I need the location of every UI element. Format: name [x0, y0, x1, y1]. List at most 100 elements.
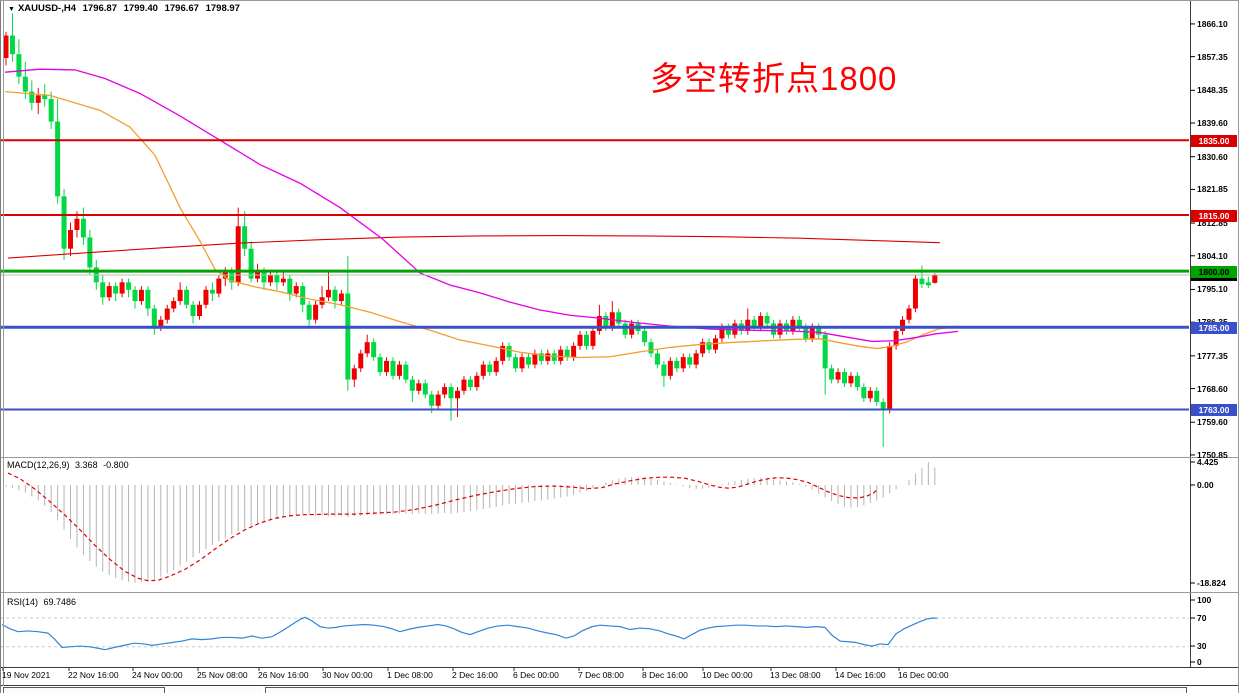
- candle-body: [274, 274, 280, 283]
- candle-body: [500, 345, 506, 361]
- candle-body: [332, 289, 338, 302]
- candle-body: [571, 345, 577, 358]
- candle-body: [209, 289, 215, 294]
- candle-body: [925, 282, 931, 286]
- macd-tick-label: 4.425: [1197, 457, 1219, 467]
- candle-body: [519, 357, 525, 369]
- candle-body: [809, 327, 815, 339]
- candle-body: [300, 286, 306, 305]
- bottom-tab-segment[interactable]: [265, 687, 1187, 693]
- candle-body: [687, 357, 693, 365]
- candle-body: [622, 323, 628, 335]
- candle-body: [442, 387, 448, 395]
- date-label: 30 Nov 00:00: [322, 670, 373, 680]
- candle-body: [803, 327, 809, 339]
- date-label: 19 Nov 2021: [2, 670, 51, 680]
- candle-body: [35, 95, 41, 103]
- candle-body: [351, 368, 357, 380]
- candle-body: [126, 282, 132, 290]
- candle-body: [22, 76, 28, 92]
- candle-body: [416, 383, 422, 391]
- candle-body: [654, 353, 660, 365]
- candle-body: [371, 342, 377, 358]
- candle-body: [461, 379, 467, 391]
- close-value: 1798.97: [205, 3, 240, 14]
- candle-body: [248, 248, 254, 279]
- candle-body: [435, 394, 441, 406]
- bottom-tab-segment[interactable]: [3, 687, 165, 693]
- candle-body: [719, 327, 725, 339]
- candle-body: [171, 301, 177, 309]
- candle-body: [642, 330, 648, 343]
- candle-body: [132, 289, 138, 302]
- candle-body: [706, 342, 712, 350]
- candle-body: [538, 353, 544, 361]
- date-label: 8 Dec 16:00: [642, 670, 688, 680]
- date-label: 7 Dec 08:00: [578, 670, 624, 680]
- candle-body: [48, 99, 54, 122]
- candle-body: [577, 334, 583, 346]
- level-price-box: 1835.00: [1191, 134, 1237, 147]
- candle-body: [151, 308, 157, 328]
- rsi-tick-label: 100: [1197, 595, 1212, 605]
- candle-body: [119, 282, 125, 294]
- candle-body: [113, 286, 119, 294]
- macd-tick-label: 0.00: [1197, 480, 1214, 490]
- rsi-panel: [0, 616, 1189, 651]
- price-tick-label: 1804.10: [1197, 250, 1228, 261]
- level-price-box: 1785.00: [1191, 321, 1237, 334]
- candle-body: [867, 390, 873, 399]
- candle-body: [842, 372, 847, 384]
- candle-body: [667, 360, 673, 376]
- candle-body: [880, 402, 886, 410]
- price-tick-label: 1812.85: [1197, 218, 1228, 229]
- candle-body: [55, 121, 61, 197]
- candle-body: [874, 390, 880, 403]
- candle-body: [474, 375, 480, 388]
- candle-body: [100, 282, 106, 298]
- candle-body: [680, 357, 686, 369]
- date-label: 13 Dec 08:00: [770, 670, 821, 680]
- level-price-box: 1815.00: [1191, 209, 1237, 222]
- candle-body: [745, 319, 751, 331]
- price-tick-label: 1839.60: [1197, 118, 1228, 129]
- candle-body: [790, 319, 796, 331]
- price-tick-label: 1821.85: [1197, 184, 1228, 195]
- candle-body: [377, 357, 383, 373]
- candle-body: [822, 334, 828, 369]
- candle-body: [932, 274, 938, 283]
- symbol-timeframe-label: XAUUSD-,H4: [17, 3, 76, 14]
- candle-body: [551, 353, 557, 361]
- macd-indicator-label: MACD(12,26,9) 3.368 -0.800: [7, 460, 132, 470]
- price-tick-label: 1768.60: [1197, 383, 1228, 394]
- candle-body: [829, 368, 835, 380]
- candle-body: [616, 312, 622, 324]
- candle-body: [358, 353, 364, 369]
- candle-body: [197, 304, 202, 317]
- rsi-tick-label: 70: [1197, 613, 1207, 623]
- price-tick-label: 1848.35: [1197, 85, 1228, 96]
- candle-body: [384, 360, 390, 373]
- candle-body: [764, 316, 770, 324]
- bottom-tab-segment[interactable]: [168, 687, 262, 693]
- date-label: 25 Nov 08:00: [197, 670, 248, 680]
- candle-body: [725, 327, 731, 335]
- rsi-name: RSI(14): [7, 597, 39, 607]
- candle-body: [693, 353, 699, 365]
- symbol-dropdown-arrow-icon[interactable]: ▼: [8, 6, 15, 13]
- candle-body: [242, 226, 248, 249]
- candle-body: [42, 95, 48, 100]
- candle-body: [190, 304, 196, 317]
- candle-body: [545, 353, 551, 361]
- rsi-tick-label: 30: [1197, 641, 1207, 651]
- rsi-line: [1, 616, 938, 651]
- candle-body: [326, 289, 331, 298]
- level-price-box: 1800.00: [1191, 265, 1237, 278]
- candle-body: [267, 274, 273, 283]
- candle-body: [403, 364, 409, 380]
- ma-magenta-line: [4, 68, 959, 343]
- candle-body: [448, 387, 454, 399]
- candle-body: [603, 316, 609, 328]
- candle-body: [751, 319, 757, 328]
